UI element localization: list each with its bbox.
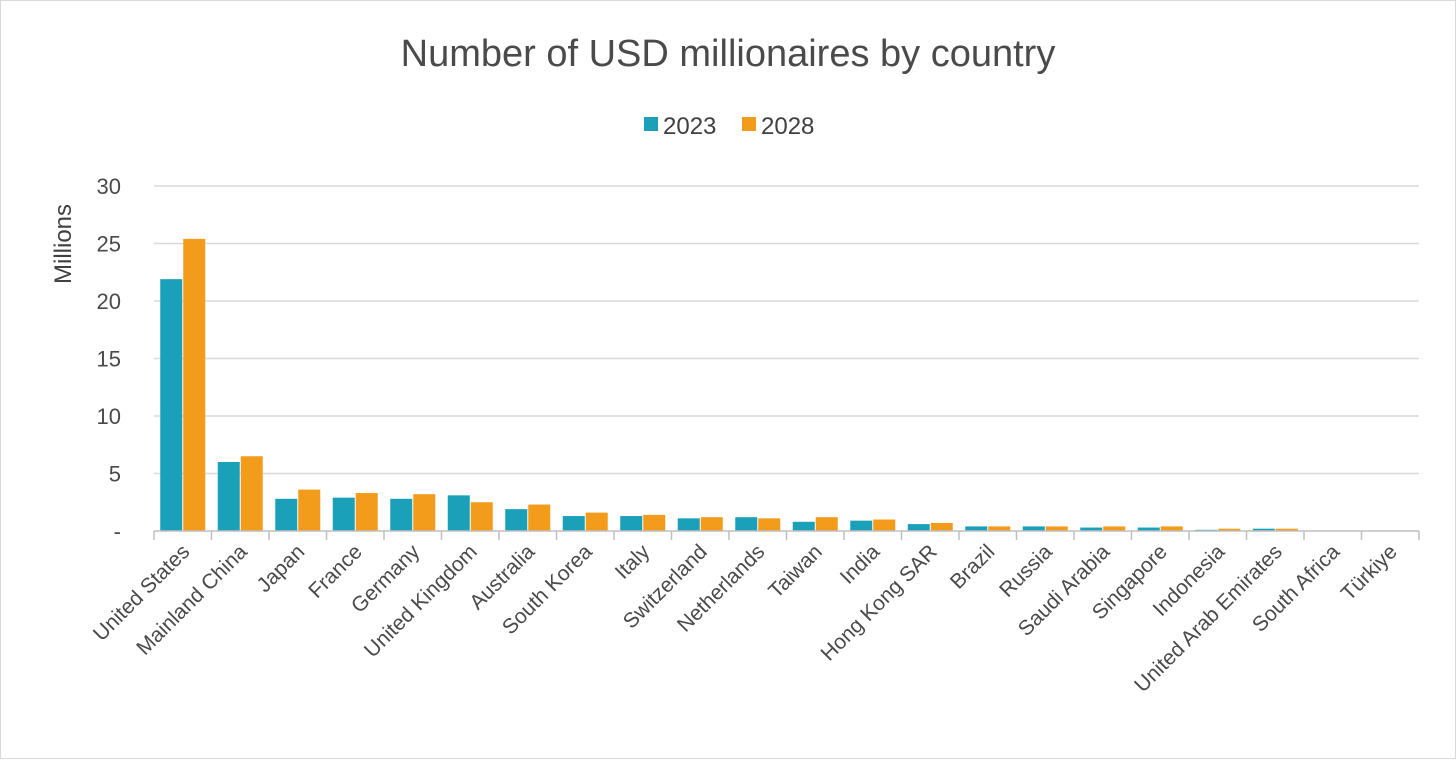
bar-2028 — [1275, 528, 1298, 531]
chart-title: Number of USD millionaires by country — [401, 33, 1056, 75]
bar-2023 — [447, 495, 470, 531]
legend: 2023 2028 — [644, 113, 814, 140]
x-tick-label: India — [836, 540, 885, 589]
bar-2028 — [585, 512, 608, 531]
bar-2028 — [1160, 526, 1183, 531]
x-tick-label: United States — [89, 540, 194, 645]
legend-label: 2028 — [761, 113, 814, 140]
bar-2028 — [1103, 526, 1126, 531]
x-tick-label: Italy — [611, 540, 655, 584]
bar-2023 — [907, 524, 930, 531]
y-axis-ticks: - 5 10 15 20 25 30 — [97, 174, 121, 544]
bar-2023 — [620, 516, 643, 531]
y-axis-label: Millions — [50, 204, 77, 284]
bar-2028 — [700, 517, 723, 531]
bar-2023 — [217, 462, 240, 531]
bar-2028 — [355, 493, 378, 531]
bar-2028 — [528, 504, 551, 531]
legend-swatch-2028 — [742, 117, 756, 131]
bar-2023 — [390, 498, 413, 531]
bar-2023 — [792, 521, 815, 531]
bar-2023 — [677, 518, 700, 531]
bar-2023 — [735, 517, 758, 531]
bar-2028 — [643, 514, 666, 531]
bar-2023 — [1252, 528, 1275, 531]
bar-2023 — [275, 498, 298, 531]
bar-2028 — [930, 522, 953, 531]
x-tick-label: Türkiye — [1337, 540, 1402, 605]
y-tick-label: 5 — [109, 462, 121, 487]
bar-2028 — [758, 518, 781, 531]
x-tick-label: Taiwan — [764, 540, 826, 602]
y-tick-label: - — [114, 519, 121, 544]
bar-2028 — [183, 238, 206, 531]
bar-2023 — [850, 520, 873, 531]
legend-swatch-2023 — [644, 117, 658, 131]
y-tick-label: 15 — [97, 347, 121, 372]
bar-2023 — [505, 509, 528, 531]
gridlines — [154, 185, 1419, 475]
bar-2023 — [965, 526, 988, 531]
y-tick-label: 10 — [97, 404, 121, 429]
bar-2023 — [1080, 527, 1103, 531]
bar-2028 — [470, 502, 493, 531]
y-tick-label: 25 — [97, 232, 121, 257]
x-tick-label: Japan — [253, 540, 310, 597]
x-tick-label: Brazil — [946, 540, 999, 593]
y-tick-label: 30 — [97, 174, 121, 199]
bar-2028 — [988, 526, 1011, 531]
bar-2023 — [160, 279, 183, 531]
bar-2023 — [332, 497, 355, 531]
bar-2028 — [815, 517, 838, 531]
bar-2028 — [298, 489, 321, 531]
bar-2023 — [1137, 527, 1160, 531]
bar-2028 — [1218, 528, 1241, 531]
y-tick-label: 20 — [97, 289, 121, 314]
bar-2023 — [562, 516, 585, 531]
bar-2028 — [413, 494, 436, 531]
bar-2028 — [240, 456, 263, 531]
bars — [160, 238, 1298, 531]
bar-2028 — [1045, 526, 1068, 531]
bar-2028 — [873, 519, 896, 531]
bar-2023 — [1022, 526, 1045, 531]
legend-label: 2023 — [663, 113, 716, 140]
